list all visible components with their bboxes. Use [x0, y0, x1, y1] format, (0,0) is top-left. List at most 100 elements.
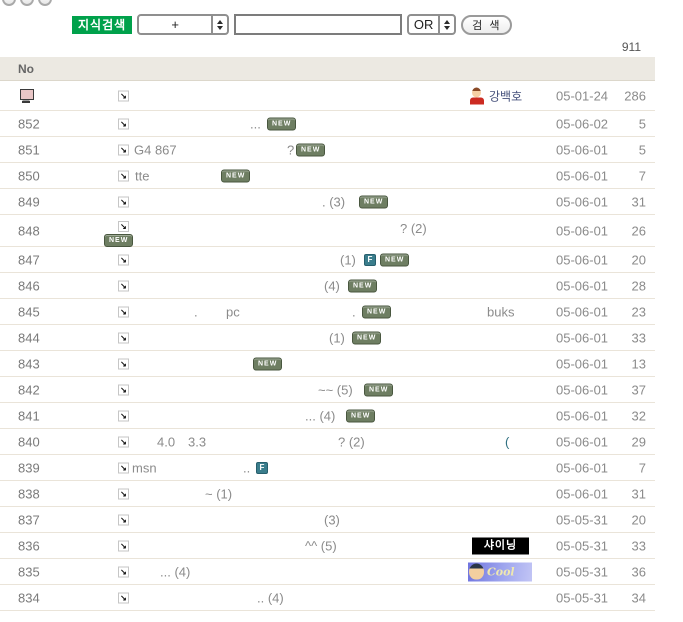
- table-header: No: [0, 57, 655, 81]
- table-row[interactable]: 845. pc. NEW buks 05-06-01 23: [0, 299, 655, 325]
- post-date: 05-05-31: [556, 564, 609, 579]
- post-title-fragment[interactable]: .: [194, 304, 198, 319]
- post-title-fragment[interactable]: ... (4): [305, 408, 336, 423]
- table-row[interactable]: 847 (1) F NEW 05-06-01 20: [0, 247, 655, 273]
- post-number: 846: [18, 278, 40, 293]
- search-operator-select[interactable]: OR: [407, 14, 457, 35]
- post-title-fragment[interactable]: (1): [340, 252, 356, 267]
- post-number: 842: [18, 382, 40, 397]
- reply-arrow-icon: [118, 170, 129, 181]
- post-view-count: 31: [631, 194, 646, 209]
- post-title-fragment[interactable]: ~ (1): [205, 486, 233, 501]
- post-view-count: 32: [631, 408, 646, 423]
- table-row[interactable]: 846 (4) NEW 05-06-01 28: [0, 273, 655, 299]
- post-title-fragment[interactable]: (4): [324, 278, 340, 293]
- table-row[interactable]: 841 ... (4) NEW 05-06-01 32: [0, 403, 655, 429]
- post-number: 841: [18, 408, 40, 423]
- search-input[interactable]: [234, 14, 403, 35]
- post-title-fragment[interactable]: ? (2): [400, 221, 427, 236]
- reply-arrow-icon: [118, 384, 129, 395]
- post-title-fragment[interactable]: . (3): [322, 194, 346, 209]
- post-view-count: 31: [631, 486, 646, 501]
- new-badge: NEW: [348, 279, 378, 292]
- author-name[interactable]: (: [505, 434, 510, 449]
- window-zoom-button[interactable]: [38, 0, 52, 6]
- column-header-no: No: [18, 62, 34, 76]
- author-avatar-icon: [469, 563, 484, 580]
- post-date: 05-06-01: [556, 486, 609, 501]
- post-number: 835: [18, 564, 40, 579]
- table-row[interactable]: 836 ^^ (5) 샤이닝 05-05-31 33: [0, 533, 655, 559]
- post-view-count: 286: [624, 88, 646, 104]
- new-badge: NEW: [221, 169, 251, 182]
- new-badge: NEW: [296, 143, 326, 156]
- search-operator-select-value: OR: [413, 17, 434, 32]
- search-bar: 지식검색 + OR 검 색: [72, 14, 513, 35]
- post-title-fragment[interactable]: .: [352, 304, 356, 319]
- table-row[interactable]: 852... NEW 05-06-02 5: [0, 111, 655, 137]
- table-row[interactable]: 840 4.0 3.3 ? (2) (05-06-01 29: [0, 429, 655, 455]
- post-view-count: 7: [638, 168, 646, 183]
- reply-arrow-icon: [118, 462, 129, 473]
- post-title-fragment[interactable]: (1): [329, 330, 345, 345]
- post-date: 05-05-31: [556, 538, 609, 553]
- search-submit-button[interactable]: 검 색: [461, 14, 513, 35]
- post-date: 05-06-01: [556, 168, 609, 183]
- post-title-fragment[interactable]: .. (4): [257, 590, 284, 605]
- search-field-select[interactable]: +: [137, 14, 230, 35]
- author-avatar-icon: [470, 87, 484, 105]
- table-row[interactable]: 838 ~ (1) 05-06-01 31: [0, 481, 655, 507]
- table-row[interactable]: 843 NEW 05-06-01 13: [0, 351, 655, 377]
- post-title-fragment[interactable]: ~~ (5): [318, 382, 353, 397]
- post-date: 05-06-01: [556, 382, 609, 397]
- knowledge-search-button[interactable]: 지식검색: [72, 15, 133, 34]
- reply-arrow-icon: [118, 332, 129, 343]
- post-view-count: 5: [638, 142, 646, 157]
- post-title-fragment[interactable]: (3): [324, 512, 340, 527]
- author-name-badge[interactable]: Cool: [468, 562, 532, 581]
- post-date: 05-05-31: [556, 512, 609, 527]
- window-close-button[interactable]: [2, 0, 16, 6]
- post-title-fragment[interactable]: G4 867: [134, 142, 177, 157]
- table-row[interactable]: 837 (3) 05-05-31 20: [0, 507, 655, 533]
- new-badge: NEW: [267, 117, 297, 130]
- window-minimize-button[interactable]: [20, 0, 34, 6]
- post-title-fragment[interactable]: ?: [287, 142, 295, 157]
- table-row[interactable]: 849 . (3) NEW 05-06-01 31: [0, 189, 655, 215]
- post-date: 05-06-01: [556, 408, 609, 423]
- author-name-badge[interactable]: 샤이닝: [472, 537, 529, 554]
- post-title-fragment[interactable]: msn: [132, 460, 157, 475]
- post-title-fragment[interactable]: ? (2): [338, 434, 365, 449]
- table-row[interactable]: 834 .. (4) 05-05-31 34: [0, 585, 655, 611]
- table-row[interactable]: 848 ? (2) NEW 05-06-01 26: [0, 215, 655, 247]
- table-row[interactable]: 850 tte NEW 05-06-01 7: [0, 163, 655, 189]
- post-title-fragment[interactable]: ... (4): [160, 564, 191, 579]
- reply-arrow-icon: [118, 196, 129, 207]
- table-row[interactable]: 강백호 05-01-24 286: [0, 82, 655, 111]
- post-title-fragment[interactable]: pc: [226, 304, 240, 319]
- table-row[interactable]: 844 (1) NEW 05-06-01 33: [0, 325, 655, 351]
- reply-arrow-icon: [118, 118, 129, 129]
- table-row[interactable]: 851 G4 867?NEW 05-06-01 5: [0, 137, 655, 163]
- reply-arrow-icon: [118, 254, 129, 265]
- post-date: 05-06-01: [556, 142, 609, 157]
- reply-arrow-icon: [118, 90, 129, 102]
- table-row[interactable]: 842 ~~ (5) NEW 05-06-01 37: [0, 377, 655, 403]
- post-title-fragment[interactable]: ...: [250, 116, 261, 131]
- post-title-fragment[interactable]: tte: [135, 168, 150, 183]
- reply-arrow-icon: [118, 410, 129, 421]
- post-number: 847: [18, 252, 40, 267]
- post-title-fragment[interactable]: 4.0: [157, 434, 176, 449]
- post-number: 839: [18, 460, 40, 475]
- post-title-fragment[interactable]: 3.3: [188, 434, 207, 449]
- table-row[interactable]: 835 ... (4) Cool 05-05-31 36: [0, 559, 655, 585]
- post-view-count: 33: [631, 538, 646, 553]
- post-title-fragment[interactable]: ^^ (5): [305, 538, 337, 553]
- author[interactable]: 강백호: [470, 87, 522, 105]
- post-number: 845: [18, 304, 40, 319]
- table-row[interactable]: 839 msn.. F 05-06-01 7: [0, 455, 655, 481]
- author-name[interactable]: buks: [487, 304, 515, 319]
- post-title-fragment[interactable]: ..: [243, 460, 251, 475]
- post-view-count: 20: [631, 512, 646, 527]
- post-view-count: 28: [631, 278, 646, 293]
